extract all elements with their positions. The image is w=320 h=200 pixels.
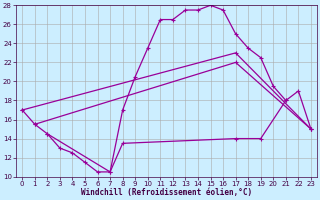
X-axis label: Windchill (Refroidissement éolien,°C): Windchill (Refroidissement éolien,°C) [81, 188, 252, 197]
